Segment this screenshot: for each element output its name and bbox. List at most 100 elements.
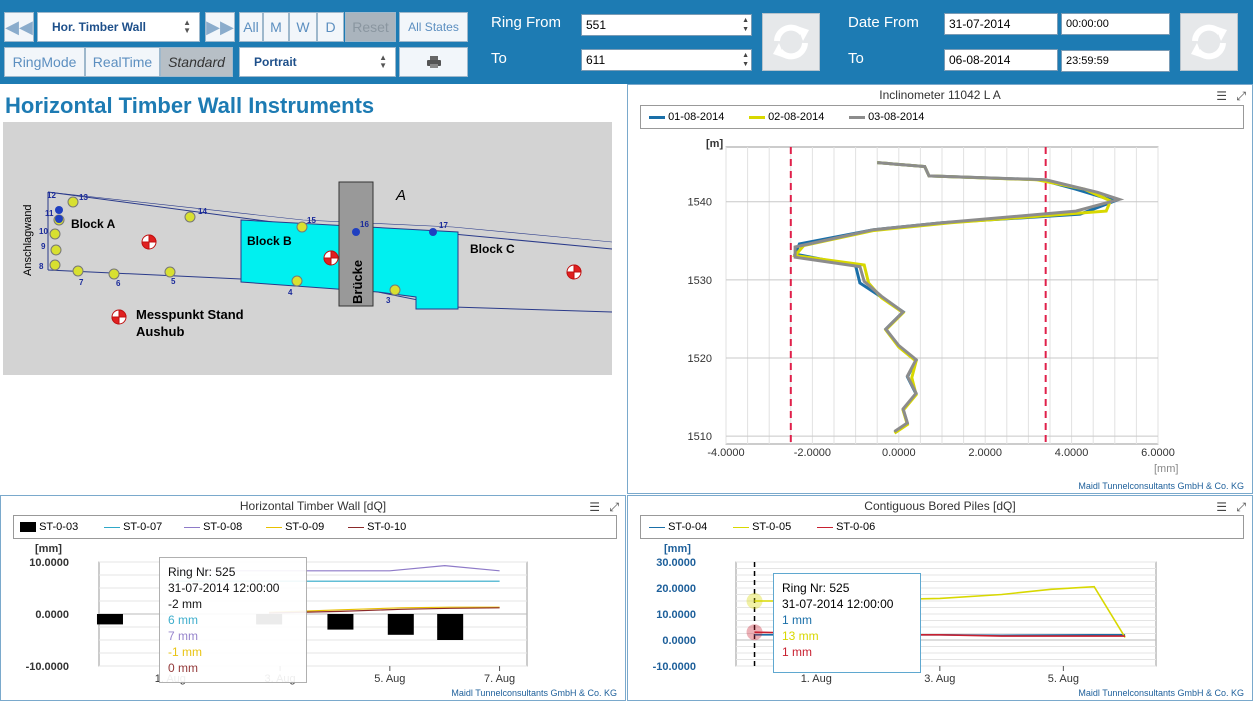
block-c-label: Block C <box>470 242 515 256</box>
y-unit-label: [mm] <box>35 543 62 555</box>
next-button[interactable]: ▶▶ <box>205 12 235 42</box>
expand-icon[interactable]: ⤢ <box>1236 89 1246 103</box>
legend-item: 02-08-2014 <box>749 111 824 123</box>
expand-icon[interactable]: ⤢ <box>1236 500 1246 514</box>
map-point-label: 5 <box>171 277 176 286</box>
period-all-button[interactable]: All <box>239 12 263 42</box>
bar <box>437 614 464 640</box>
date-from-label: Date From <box>848 14 919 31</box>
expand-icon[interactable]: ⤢ <box>609 500 619 514</box>
y-tick-label: 0.0000 <box>662 635 696 647</box>
legend-label: ST-0-03 <box>39 521 79 533</box>
all-states-button[interactable]: All States <box>399 12 468 42</box>
panel-icons: ☰ ⤢ <box>589 500 619 515</box>
x-tick-label: 0.0000 <box>882 447 916 459</box>
ring-from-input[interactable]: 551 ▲ ▼ <box>581 14 752 36</box>
time-from-input[interactable]: 00:00:00 <box>1061 13 1170 35</box>
legend-label: ST-0-04 <box>668 521 708 533</box>
legend-label: ST-0-10 <box>367 521 407 533</box>
panel-icons: ☰ ⤢ <box>1216 500 1246 515</box>
chevron-updown-icon: ▲ ▼ <box>379 53 387 70</box>
x-tick-label: 7. Aug <box>484 673 515 685</box>
tooltip-value: -2 mm <box>168 597 202 611</box>
x-tick-label: 5. Aug <box>1048 673 1079 685</box>
y-tick-label: 30.0000 <box>656 557 696 569</box>
legend-item: ST-0-06 <box>817 521 875 533</box>
ring-refresh-button[interactable] <box>762 13 820 71</box>
menu-icon[interactable]: ☰ <box>589 500 601 514</box>
x-tick-label: 3. Aug <box>924 673 955 685</box>
piles-title: Contiguous Bored Piles [dQ] <box>864 499 1016 513</box>
inclinometer-panel: Inclinometer 11042 L A ☰ ⤢ 01-08-2014 02… <box>627 84 1253 494</box>
series-line <box>269 607 500 614</box>
toolbar: ◀◀ Hor. Timber Wall ▲ ▼ ▶▶ All M W D Rese… <box>0 0 1253 84</box>
bar <box>327 614 354 630</box>
hwall-title: Horizontal Timber Wall [dQ] <box>239 499 387 513</box>
print-button[interactable] <box>399 47 468 77</box>
menu-icon[interactable]: ☰ <box>1216 500 1228 514</box>
legend-swatch <box>749 115 765 119</box>
tooltip-date: 31-07-2014 12:00:00 <box>168 581 280 595</box>
map-point-label: 15 <box>307 216 316 225</box>
y-unit-label: [mm] <box>664 543 691 555</box>
legend-item: ST-0-08 <box>184 521 242 533</box>
refresh-icon <box>773 24 809 60</box>
tooltip-value: 1 mm <box>782 645 812 659</box>
orientation-select-value: Portrait <box>254 55 297 69</box>
time-to-input[interactable]: 23:59:59 <box>1061 50 1170 72</box>
date-to-input[interactable]: 06-08-2014 <box>944 49 1058 71</box>
real-time-button[interactable]: RealTime <box>85 47 160 77</box>
y-tick-label: 0.0000 <box>35 609 69 621</box>
legend-item: ST-0-05 <box>733 521 791 533</box>
ring-to-value: 611 <box>586 53 606 67</box>
inclinometer-legend: 01-08-2014 02-08-2014 03-08-2014 <box>640 105 1244 129</box>
menu-icon[interactable]: ☰ <box>1216 89 1228 103</box>
legend-label: 01-08-2014 <box>668 111 725 123</box>
date-from-value: 31-07-2014 <box>949 17 1011 31</box>
spinner-icon[interactable]: ▲ ▼ <box>742 52 749 68</box>
legend-swatch <box>20 522 36 533</box>
y-tick-label: 1520 <box>688 353 712 365</box>
previous-button[interactable]: ◀◀ <box>4 12 34 42</box>
standard-button[interactable]: Standard <box>160 47 233 77</box>
legend-excavation-label: Aushub <box>136 324 184 339</box>
panel-icons: ☰ ⤢ <box>1216 89 1246 104</box>
ring-to-input[interactable]: 611 ▲ ▼ <box>581 49 752 71</box>
map-point-label: 8 <box>39 262 44 271</box>
y-tick-label: 1540 <box>688 197 712 209</box>
tooltip-ring: Ring Nr: 525 <box>168 565 236 579</box>
map-point-label: 16 <box>360 220 369 229</box>
piles-panel: Contiguous Bored Piles [dQ] ☰ ⤢ ST-0-04 … <box>627 495 1253 701</box>
map-point-label: 6 <box>116 279 121 288</box>
spinner-icon[interactable]: ▲ ▼ <box>742 17 749 33</box>
x-tick-label: 4.0000 <box>1055 447 1089 459</box>
ring-mode-button[interactable]: RingMode <box>4 47 85 77</box>
period-week-button[interactable]: W <box>289 12 317 42</box>
map-point-label: 13 <box>79 193 88 202</box>
orientation-select[interactable]: Portrait ▲ ▼ <box>239 47 396 77</box>
legend-measure-point-label: Messpunkt Stand <box>136 307 244 322</box>
structure-select[interactable]: Hor. Timber Wall ▲ ▼ <box>37 12 200 42</box>
x-tick-label: 1. Aug <box>801 673 832 685</box>
y-tick-label: 20.0000 <box>656 583 696 595</box>
period-day-button[interactable]: D <box>317 12 344 42</box>
hover-marker <box>746 593 763 609</box>
chevron-updown-icon: ▲ ▼ <box>183 18 191 35</box>
tooltip-value: 13 mm <box>782 629 819 643</box>
period-month-button[interactable]: M <box>263 12 289 42</box>
legend-swatch <box>849 115 865 119</box>
reset-button[interactable]: Reset <box>345 12 396 42</box>
legend-swatch <box>649 526 665 528</box>
date-refresh-button[interactable] <box>1180 13 1238 71</box>
date-from-input[interactable]: 31-07-2014 <box>944 13 1058 35</box>
map-point-label: 7 <box>79 278 84 287</box>
inclinometer-footer: Maidl Tunnelconsultants GmbH & Co. KG <box>1078 481 1244 491</box>
legend-label: ST-0-08 <box>203 521 243 533</box>
y-tick-label: 1530 <box>688 275 712 287</box>
tooltip-ring: Ring Nr: 525 <box>782 581 850 595</box>
map-point-label: 12 <box>47 191 56 200</box>
refresh-icon <box>1191 24 1227 60</box>
map-point-label: 4 <box>288 288 293 297</box>
legend-item: ST-0-03 <box>20 521 78 533</box>
